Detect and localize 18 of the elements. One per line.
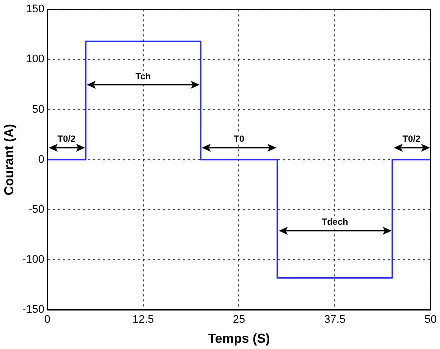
y-tick-label: 50 [32,104,45,116]
x-tick-label: 25 [233,314,246,326]
x-tick-label: 50 [424,314,438,326]
y-tick-label: -100 [22,254,45,266]
annotation: T0 [234,134,245,144]
annotation: T0/2 [402,134,421,144]
y-tick-label: 150 [26,4,45,16]
y-tick-label: -150 [22,304,45,316]
y-tick-label: -50 [28,204,45,216]
annotation: Tch [136,71,152,82]
y-tick-label: 100 [26,54,45,66]
y-tick-label: 0 [38,154,45,166]
x-tick-label: 37.5 [324,314,346,326]
x-axis-title: Temps (S) [208,330,270,346]
y-axis-title: Courant (A) [1,124,16,196]
annotation: Tdech [322,216,348,227]
x-tick-label: 12.5 [132,314,154,326]
annotation: T0/2 [58,134,76,144]
